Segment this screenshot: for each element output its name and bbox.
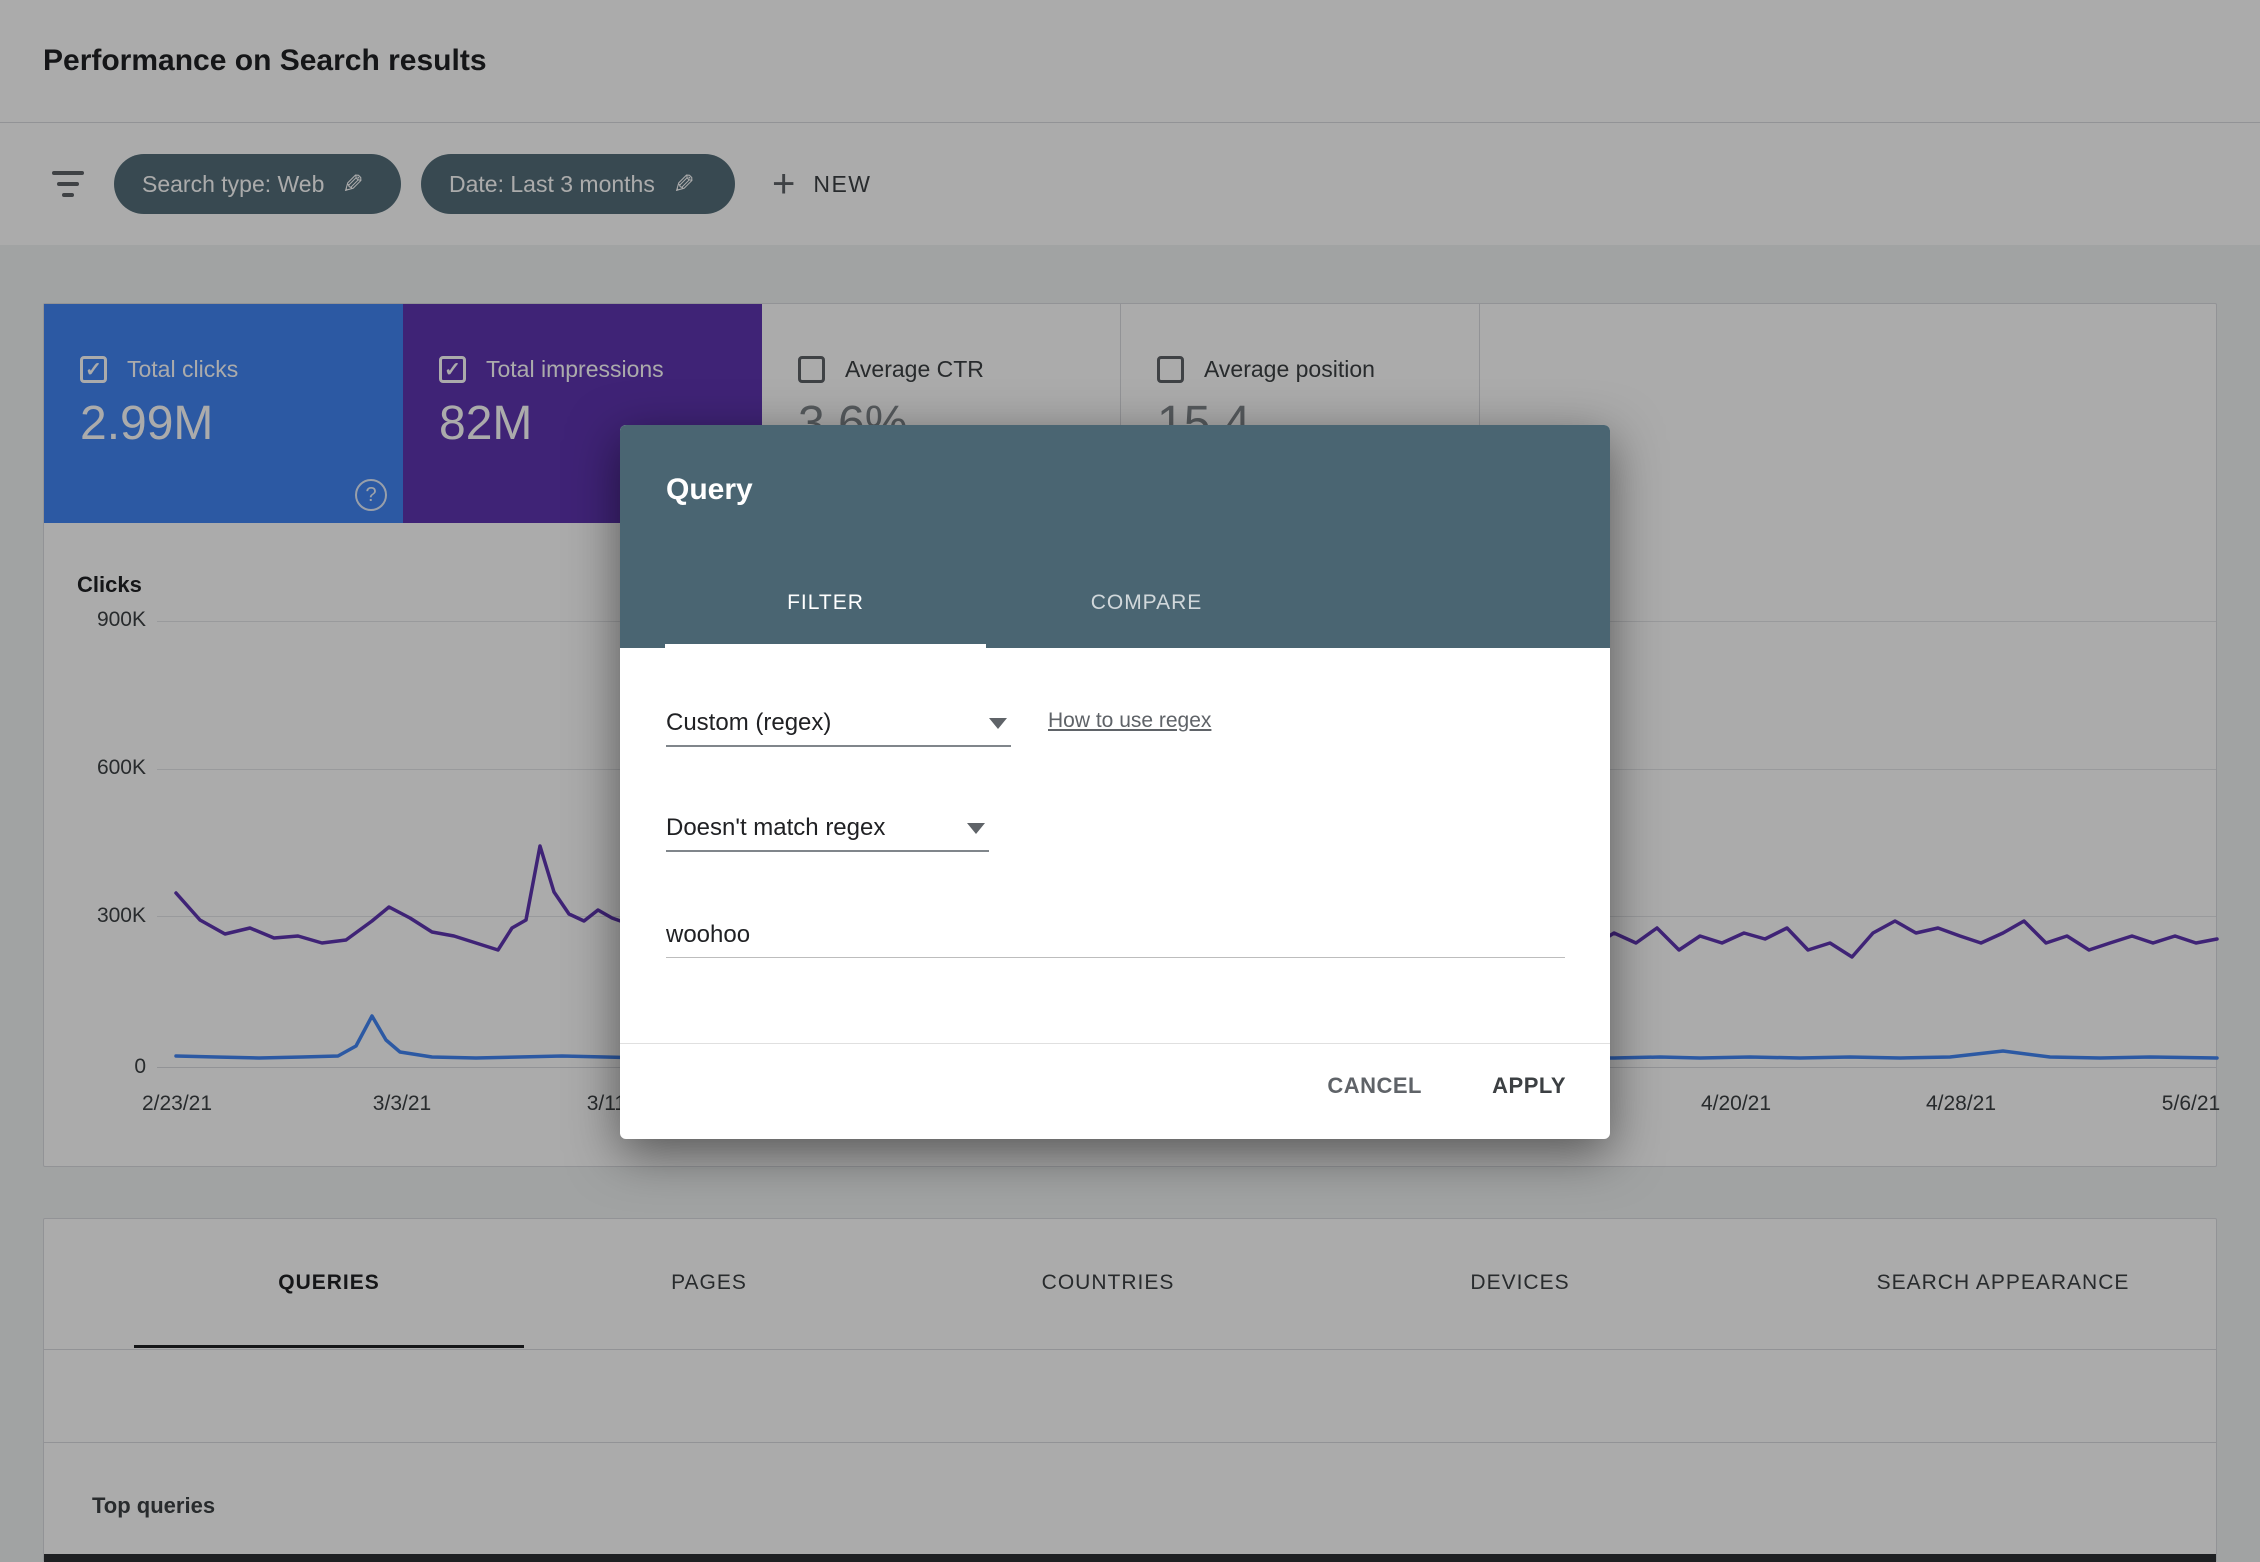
x-tick: 5/6/21 — [2161, 1092, 2221, 1115]
metric-label: Total impressions — [486, 356, 664, 382]
y-tick: 600K — [96, 756, 146, 779]
metric-label: Total clicks — [127, 356, 239, 382]
regex-help-link[interactable]: How to use regex — [1048, 709, 1212, 732]
regex-condition-select[interactable]: Doesn't match regex — [666, 806, 989, 852]
new-filter-label: NEW — [813, 170, 872, 197]
search-type-chip[interactable]: Search type: Web ✎ — [114, 154, 401, 214]
chevron-down-icon — [989, 718, 1007, 729]
filter-type-value: Custom (regex) — [666, 709, 832, 736]
plus-icon: + — [772, 162, 796, 206]
app-header: Performance on Search results — [0, 0, 2260, 123]
divider — [44, 1349, 2216, 1350]
y-tick: 300K — [96, 904, 146, 927]
y-tick: 0 — [134, 1055, 146, 1078]
divider — [620, 1043, 1610, 1044]
search-type-chip-label: Search type: Web — [142, 170, 325, 197]
filter-bar: Search type: Web ✎ Date: Last 3 months ✎… — [0, 123, 2260, 246]
x-tick: 2/23/21 — [141, 1092, 213, 1115]
checkbox-unchecked-icon[interactable] — [798, 356, 825, 383]
active-tab-underline — [134, 1345, 524, 1348]
tab-queries[interactable]: QUERIES — [278, 1271, 380, 1294]
metric-card-total-clicks[interactable]: ✓ Total clicks 2.99M ? — [44, 304, 403, 523]
new-filter-button[interactable]: + NEW — [772, 154, 872, 214]
checkbox-checked-icon[interactable]: ✓ — [439, 356, 466, 383]
x-tick: 4/20/21 — [1700, 1092, 1772, 1115]
dialog-header: Query FILTER COMPARE — [620, 425, 1610, 648]
dialog-title: Query — [666, 473, 753, 506]
regex-condition-value: Doesn't match regex — [666, 814, 886, 841]
tab-pages[interactable]: PAGES — [671, 1271, 747, 1294]
dialog-active-tab-underline — [665, 644, 986, 648]
apply-button[interactable]: APPLY — [1492, 1073, 1566, 1098]
y-tick: 900K — [96, 608, 146, 631]
filter-list-icon[interactable] — [52, 169, 86, 199]
x-tick: 4/28/21 — [1925, 1092, 1997, 1115]
metric-label: Average CTR — [845, 356, 984, 382]
dialog-tab-filter[interactable]: FILTER — [787, 591, 864, 614]
page-title: Performance on Search results — [43, 44, 487, 77]
table-title: Top queries — [92, 1493, 216, 1518]
tab-devices[interactable]: DEVICES — [1470, 1271, 1570, 1294]
metric-value: 82M — [439, 397, 533, 450]
metric-value: 2.99M — [80, 397, 214, 450]
divider — [44, 1442, 2216, 1443]
table-bottom-strip — [44, 1554, 2216, 1562]
filter-type-select[interactable]: Custom (regex) — [666, 701, 1011, 747]
date-range-chip[interactable]: Date: Last 3 months ✎ — [421, 154, 735, 214]
filter-line-1 — [52, 171, 84, 175]
filter-line-2 — [57, 182, 79, 186]
filter-line-3 — [62, 193, 74, 197]
chevron-down-icon — [967, 823, 985, 834]
x-tick: 3/3/21 — [372, 1092, 432, 1115]
date-range-chip-label: Date: Last 3 months — [449, 170, 655, 197]
tab-countries[interactable]: COUNTRIES — [1041, 1271, 1175, 1294]
dialog-tab-compare[interactable]: COMPARE — [1090, 591, 1203, 614]
regex-value-input[interactable] — [666, 913, 1565, 958]
metric-label: Average position — [1204, 356, 1375, 382]
check-glyph: ✓ — [444, 359, 461, 381]
checkbox-unchecked-icon[interactable] — [1157, 356, 1184, 383]
check-glyph: ✓ — [85, 359, 102, 381]
cancel-button[interactable]: CANCEL — [1327, 1073, 1422, 1098]
query-filter-dialog: Query FILTER COMPARE Custom (regex) How … — [620, 425, 1610, 1139]
tab-search-appearance[interactable]: SEARCH APPEARANCE — [1876, 1271, 2130, 1294]
dimension-table-card: QUERIES PAGES COUNTRIES DEVICES SEARCH A… — [43, 1218, 2217, 1562]
help-icon[interactable]: ? — [355, 479, 387, 511]
checkbox-checked-icon[interactable]: ✓ — [80, 356, 107, 383]
y-axis-title: Clicks — [77, 572, 142, 597]
